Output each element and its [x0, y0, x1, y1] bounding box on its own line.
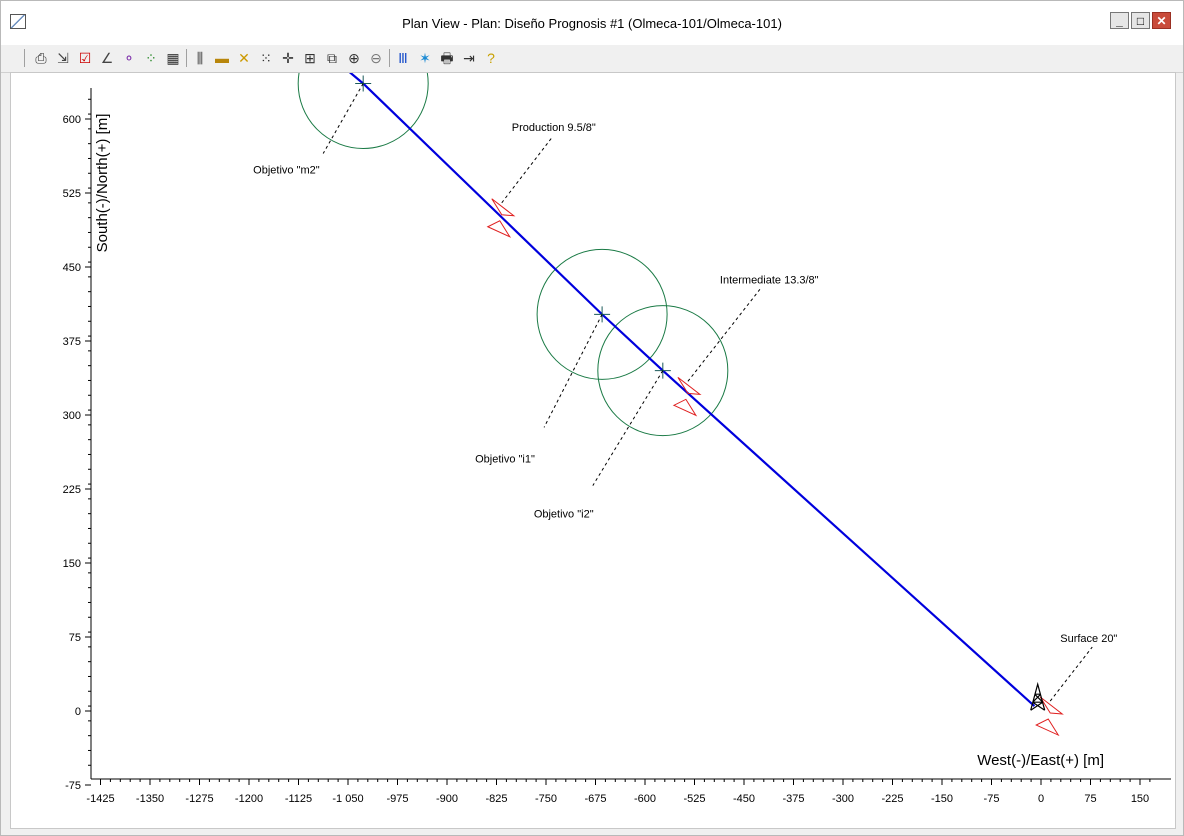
target-center-cross	[594, 306, 611, 323]
casing-leader-line	[501, 137, 553, 204]
y-tick-label: -75	[65, 780, 81, 792]
casing-shoe-marker	[486, 220, 512, 238]
plot-canvas[interactable]: -75075150225300375450525600675750825900-…	[11, 73, 1175, 828]
x-tick-label: -150	[931, 793, 953, 805]
x-tick-label: -825	[485, 793, 507, 805]
x-tick-label: -375	[782, 793, 804, 805]
well-path-line[interactable]	[183, 73, 1036, 707]
casing-label: Intermediate 13.3/8"	[720, 274, 819, 286]
help-icon[interactable]: ?	[487, 50, 495, 66]
zoom-out-icon[interactable]: ⊖	[370, 50, 382, 66]
wall-icon[interactable]: ▬	[215, 50, 229, 66]
casing-shoe-marker	[1035, 718, 1060, 737]
export-icon[interactable]: ⇥	[463, 50, 475, 66]
crosshair-icon[interactable]: ✛	[282, 50, 294, 66]
well-icon[interactable]: Ⅲ	[398, 50, 408, 66]
x-tick-label: -1200	[235, 793, 263, 805]
toolbar-separator	[186, 49, 187, 67]
target-label: Objetivo "i2"	[534, 509, 594, 521]
x-tick-label: -1125	[285, 793, 312, 805]
toolbar: ⎙ ⇲ ☑ ∠ ⚬ ⁘ ▦ ⫼ ▬ ✕ ⁙ ✛ ⊞ ⧉ ⊕ ⊖ Ⅲ ✶ 🖶 ⇥?	[1, 45, 1183, 73]
casing-shoe-marker	[672, 398, 698, 417]
pan-icon[interactable]: ⧉	[327, 50, 337, 66]
x-tick-label: -1425	[86, 793, 114, 805]
target-circle[interactable]	[536, 248, 668, 380]
grid-dots-icon[interactable]: ⁘	[145, 50, 157, 66]
y-axis-title: South(-)/North(+) [m]	[94, 114, 111, 253]
x-tick-label: -975	[386, 793, 408, 805]
x-tick-label: 0	[1038, 793, 1044, 805]
x-axis-title: West(-)/East(+) [m]	[977, 752, 1104, 769]
table-icon[interactable]: ▦	[166, 50, 180, 66]
x-tick-label: -1 050	[332, 793, 363, 805]
target-circle[interactable]	[597, 305, 729, 437]
x-tick-label: -750	[535, 793, 557, 805]
toolbar-separator	[24, 49, 25, 67]
close-button[interactable]: ✕	[1152, 12, 1171, 29]
vertical-lines-icon[interactable]: ⫼	[196, 50, 204, 66]
target-label: Objetivo "i1"	[475, 453, 535, 465]
nodes-icon[interactable]: ⚬	[123, 50, 135, 66]
y-tick-label: 225	[63, 484, 81, 496]
y-tick-label: 300	[63, 410, 81, 422]
casing-shoe-marker	[491, 198, 516, 217]
casing-label: Surface 20"	[1060, 633, 1117, 645]
y-tick-label: 600	[63, 114, 81, 126]
maximize-button[interactable]: □	[1131, 12, 1150, 29]
zoom-in-icon[interactable]: ⊕	[348, 50, 360, 66]
casing-leader-line	[1049, 646, 1093, 702]
target-leader-line	[592, 370, 664, 486]
print-icon[interactable]: ⎙	[35, 50, 47, 66]
target-circle[interactable]	[297, 73, 429, 149]
x-tick-label: 75	[1084, 793, 1096, 805]
x-tick-label: -525	[683, 793, 705, 805]
x-tick-label: -1350	[136, 793, 164, 805]
x-tick-label: -900	[436, 793, 458, 805]
casing-label: Production 9.5/8"	[512, 122, 596, 134]
window-title: Plan View - Plan: Diseño Prognosis #1 (O…	[402, 16, 782, 31]
printer-icon[interactable]: 🖶	[440, 50, 454, 66]
title-bar[interactable]: Plan View - Plan: Diseño Prognosis #1 (O…	[1, 1, 1183, 45]
y-tick-label: 0	[75, 706, 81, 718]
x-tick-label: -450	[733, 793, 755, 805]
y-tick-label: 375	[63, 336, 81, 348]
toolbar-separator	[389, 49, 390, 67]
plan-view-plot[interactable]: -75075150225300375450525600675750825900-…	[10, 72, 1176, 829]
zoom-scale-icon[interactable]: ⇲	[57, 50, 69, 66]
y-tick-label: 75	[69, 632, 81, 644]
minimize-button[interactable]: _	[1110, 12, 1129, 29]
y-tick-label: 450	[63, 262, 81, 274]
casing-leader-line	[687, 289, 761, 382]
app-icon[interactable]	[10, 14, 26, 29]
fit-icon[interactable]: ⊞	[304, 50, 316, 66]
x-tick-label: -300	[832, 793, 854, 805]
angle-plot-icon[interactable]: ∠	[100, 50, 114, 66]
drilling-rig-icon	[1030, 681, 1046, 711]
y-tick-label: 150	[63, 558, 81, 570]
compass-icon[interactable]: ✶	[419, 50, 431, 66]
checkbox-plot-icon[interactable]: ☑	[78, 50, 92, 66]
x-tick-label: -600	[634, 793, 656, 805]
x-tick-label: 150	[1131, 793, 1149, 805]
y-tick-label: 525	[63, 188, 81, 200]
dots-grid-icon[interactable]: ⁙	[260, 50, 272, 66]
cross-icon[interactable]: ✕	[238, 50, 250, 66]
target-leader-line	[543, 314, 603, 428]
x-tick-label: -1275	[185, 793, 213, 805]
x-tick-label: -225	[881, 793, 903, 805]
x-tick-label: -75	[984, 793, 1000, 805]
casing-shoe-marker	[677, 376, 702, 395]
target-label: Objetivo "m2"	[253, 164, 320, 176]
target-leader-line	[322, 83, 364, 154]
x-tick-label: -675	[584, 793, 606, 805]
casing-shoe-marker	[1039, 696, 1064, 715]
